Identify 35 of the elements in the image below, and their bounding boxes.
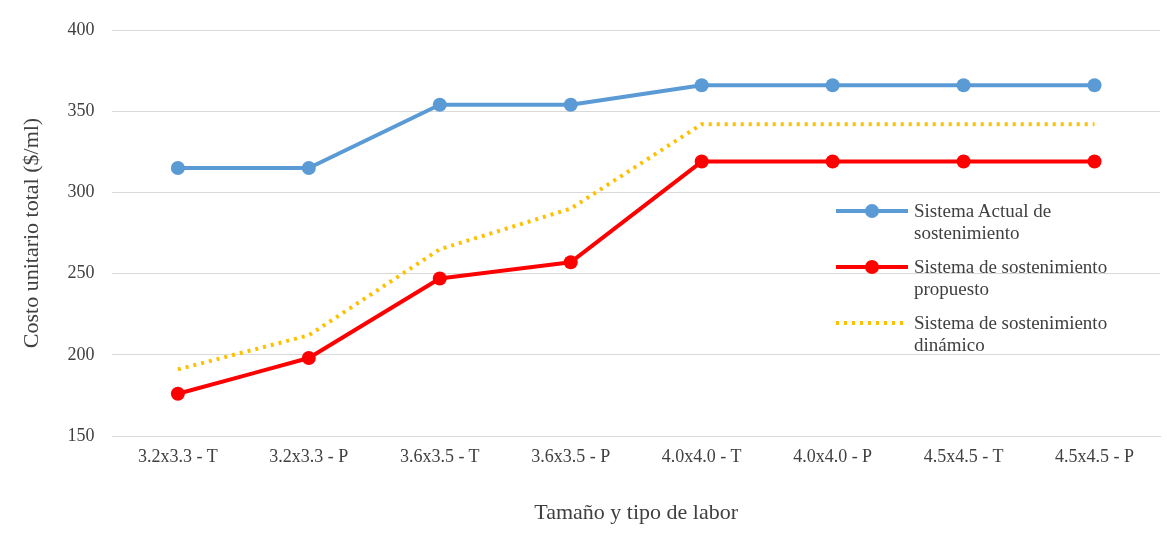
y-axis-title: Costo unitario total ($/ml) [17, 117, 43, 349]
point [956, 78, 971, 93]
x-tick-label: 4.5x4.5 - P [1055, 445, 1135, 466]
y-tick-label: 300 [67, 181, 95, 202]
y-tick-label: 200 [67, 343, 95, 364]
point [825, 154, 840, 169]
point [170, 386, 185, 401]
legend-label: Sistema Actual de sostenimiento [914, 200, 1053, 244]
legend-label: Sistema de sostenimiento dinámico [914, 312, 1109, 356]
point [694, 78, 709, 93]
legend-label: Sistema de sostenimiento propuesto [914, 256, 1109, 300]
point [563, 255, 578, 270]
x-tick-label: 3.2x3.3 - P [269, 445, 349, 466]
y-tick-label: 400 [67, 18, 95, 39]
point [301, 351, 316, 366]
x-tick-label: 4.0x4.0 - P [793, 445, 873, 466]
point [170, 161, 185, 176]
point [432, 271, 447, 286]
y-tick-label: 150 [67, 424, 95, 445]
point [1087, 78, 1102, 93]
x-tick-label: 4.5x4.5 - T [923, 445, 1004, 466]
y-tick-label: 350 [67, 99, 95, 120]
x-axis-title: Tamaño y tipo de labor [534, 498, 739, 524]
x-tick-label: 3.6x3.5 - T [399, 445, 480, 466]
point [825, 78, 840, 93]
point [432, 97, 447, 112]
x-tick-label: 4.0x4.0 - T [661, 445, 742, 466]
x-tick-label: 3.6x3.5 - P [531, 445, 611, 466]
point [563, 97, 578, 112]
point [956, 154, 971, 169]
point [1087, 154, 1102, 169]
y-tick-label: 250 [67, 262, 95, 283]
x-tick-label: 3.2x3.3 - T [138, 445, 218, 466]
point [301, 161, 316, 176]
point [694, 154, 709, 169]
